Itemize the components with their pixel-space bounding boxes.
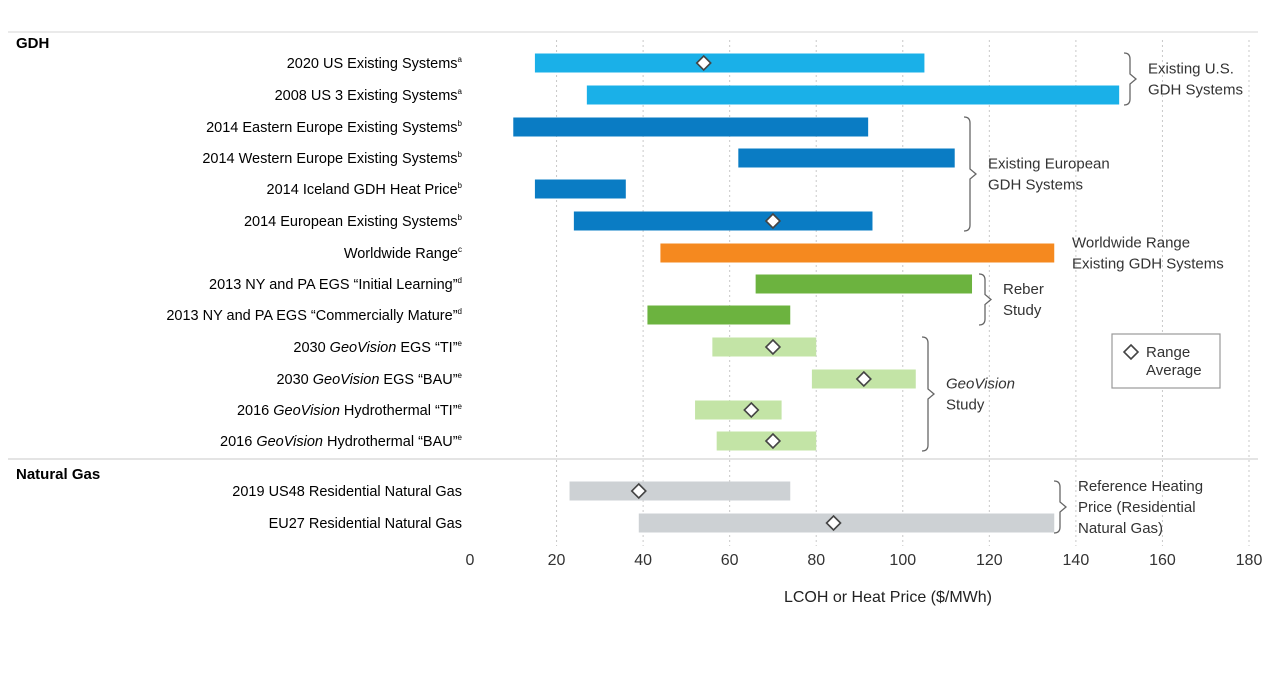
group-bracket-0 (1123, 52, 1138, 106)
row-label-0: 2020 US Existing Systemsa (287, 55, 463, 72)
group-label-5-line2: Price (Residential (1078, 499, 1196, 516)
row-label-8: 2013 NY and PA EGS “Commercially Mature”… (166, 307, 462, 324)
row-label-11: 2016 GeoVision Hydrothermal “TI”e (237, 402, 463, 419)
group-bracket-4 (921, 336, 936, 452)
section-title-ng: Natural Gas (16, 466, 100, 483)
row-label-3: 2014 Western Europe Existing Systemsb (202, 150, 462, 167)
group-label-4-line2: Study (946, 397, 985, 414)
row-label-9: 2030 GeoVision EGS “TI”e (293, 339, 462, 356)
average-diamond-5 (764, 212, 782, 230)
average-diamond-13 (630, 482, 647, 500)
row-label-13: 2019 US48 Residential Natural Gas (232, 484, 462, 500)
section-title-gdh: GDH (16, 35, 49, 52)
legend-diamond-icon (1122, 343, 1140, 361)
legend-label-line1: Range (1146, 344, 1190, 361)
x-tick-label-40: 40 (634, 552, 652, 569)
row-label-2: 2014 Eastern Europe Existing Systemsb (206, 119, 462, 136)
axis-layer: 0 20 40 60 80 100 120 140 160 180 LCOH or Heat Pri… (466, 552, 1263, 606)
average-diamond-10 (855, 370, 872, 388)
row-label-4: 2014 Iceland GDH Heat Priceb (267, 181, 463, 198)
group-label-2-line2: Existing GDH Systems (1072, 256, 1224, 273)
average-diamond-11 (743, 401, 760, 419)
group-label-2-line1: Worldwide Range (1072, 235, 1190, 252)
row-label-10: 2030 GeoVision EGS “BAU”e (276, 371, 462, 388)
group-label-3-line1: Reber (1003, 281, 1044, 298)
range-bar-6 (660, 243, 1055, 263)
grid-layer (8, 31, 1258, 546)
range-bar-7 (755, 274, 973, 294)
row-label-7: 2013 NY and PA EGS “Initial Learning”d (209, 276, 462, 293)
range-bar-3 (738, 148, 955, 168)
average-diamond-14 (825, 514, 842, 532)
group-label-5-line3: Natural Gas) (1078, 520, 1163, 537)
x-tick-label-180: 180 (1236, 552, 1263, 569)
x-tick-label-120: 120 (976, 552, 1003, 569)
x-tick-label-60: 60 (721, 552, 739, 569)
range-bar-2 (513, 117, 869, 137)
legend-label-line2: Average (1146, 362, 1202, 379)
range-bar-8 (647, 305, 791, 325)
x-tick-label-20: 20 (548, 552, 566, 569)
row-label-5: 2014 European Existing Systemsb (244, 213, 463, 230)
x-tick-label-160: 160 (1149, 552, 1176, 569)
group-label-0-line1: Existing U.S. (1148, 61, 1234, 78)
range-bar-5 (573, 211, 873, 231)
group-label-1-line1: Existing European (988, 156, 1110, 173)
bar-layer (513, 53, 1120, 533)
group-layer: Existing U.S. GDH Systems Existing Europea… (921, 52, 1243, 537)
average-diamond-12 (764, 432, 782, 450)
row-label-1: 2008 US 3 Existing Systemsa (275, 87, 463, 104)
average-diamond-9 (764, 338, 782, 356)
range-bar-14 (638, 513, 1055, 533)
group-label-0-line2: GDH Systems (1148, 82, 1243, 99)
group-bracket-3 (978, 273, 993, 326)
range-bar-11 (695, 400, 782, 420)
range-bar-9 (712, 337, 817, 357)
row-label-14: EU27 Residential Natural Gas (269, 516, 462, 532)
group-label-1-line2: GDH Systems (988, 177, 1083, 194)
x-tick-label-80: 80 (807, 552, 825, 569)
group-label-5-line1: Reference Heating (1078, 478, 1203, 495)
group-bracket-5 (1053, 480, 1068, 534)
row-label-6: Worldwide Rangec (344, 245, 462, 262)
group-bracket-1 (963, 116, 978, 232)
group-label-3-line2: Study (1003, 302, 1042, 319)
average-diamond-0 (695, 54, 712, 72)
legend-box (1111, 333, 1221, 389)
row-label-12: 2016 GeoVision Hydrothermal “BAU”e (220, 433, 463, 450)
x-tick-label-140: 140 (1063, 552, 1090, 569)
label-layer: GDH Natural Gas 2020 US Existing Systemsa 2… (16, 35, 463, 532)
range-bar-4 (534, 179, 626, 199)
x-axis-title: LCOH or Heat Price ($/MWh) (784, 589, 992, 606)
range-bar-1 (586, 85, 1120, 105)
x-tick-label-100: 100 (889, 552, 916, 569)
range-bar-0 (534, 53, 925, 73)
legend: Range Average (1111, 333, 1221, 389)
group-label-4-line1: GeoVision (946, 376, 1015, 393)
range-bar-13 (569, 481, 791, 501)
x-tick-label-0: 0 (466, 552, 475, 569)
